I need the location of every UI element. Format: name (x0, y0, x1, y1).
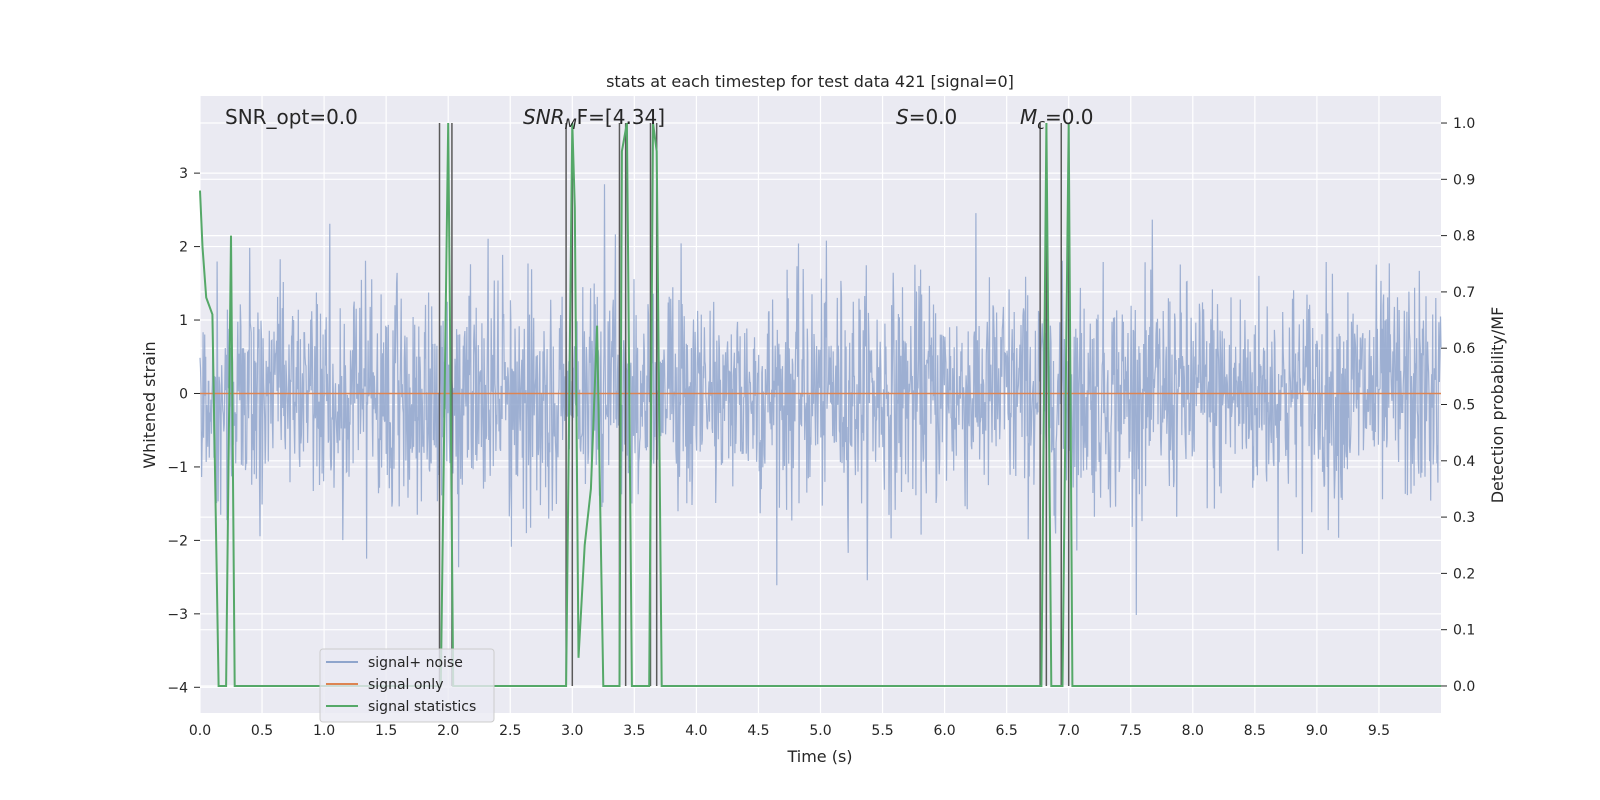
mc-value: =0.0 (1045, 105, 1094, 129)
x-tick-label: 7.5 (1120, 723, 1142, 739)
x-tick-label: 7.0 (1058, 723, 1080, 739)
y-tick-label: 0 (179, 386, 188, 402)
y2-tick-label: 0.1 (1453, 623, 1475, 639)
y-tick-label: −3 (167, 607, 188, 623)
y-axis-ticks: 3 2 1 0 −1 −2 −3 −4 (167, 166, 200, 696)
legend-label-signal-noise: signal+ noise (368, 655, 463, 671)
legend-box (319, 648, 495, 723)
y-tick-label: 1 (179, 313, 188, 329)
annotation-mc: Mc=0.0 (1020, 105, 1094, 133)
x-tick-label: 1.0 (313, 723, 335, 739)
y2-tick-label: 0.7 (1453, 285, 1475, 301)
s-value: =0.0 (909, 105, 958, 129)
x-tick-label: 4.0 (685, 723, 707, 739)
x-tick-label: 0.0 (189, 723, 211, 739)
snr-mf-subscript: M (565, 117, 577, 133)
x-tick-label: 2.5 (499, 723, 521, 739)
y2-tick-label: 0.8 (1453, 229, 1475, 245)
y2-axis-label: Detection probability/MF (1488, 307, 1507, 504)
y-tick-label: 2 (179, 240, 188, 256)
annotation-snr-mf: SNRMF=[4.34] (523, 105, 665, 133)
chart-title: stats at each timestep for test data 421… (606, 72, 1014, 91)
y2-tick-label: 0.9 (1453, 172, 1475, 188)
signal-statistics-line (199, 122, 1441, 687)
x-tick-label: 3.0 (561, 723, 583, 739)
y2-axis-ticks: 1.0 0.9 0.8 0.7 0.6 0.5 0.4 0.3 0.2 0.1 0.0 (1441, 116, 1475, 695)
x-tick-label: 6.0 (933, 723, 955, 739)
y2-tick-label: 0.2 (1453, 566, 1475, 582)
y2-tick-label: 0.0 (1453, 679, 1475, 695)
x-tick-label: 5.5 (871, 723, 893, 739)
signal-statistics-series (199, 122, 1441, 687)
x-axis-ticks: 0.0 0.5 1.0 1.5 2.0 2.5 3.0 3.5 4.0 4.5 5.0 5.5 6.0 6… (189, 723, 1390, 739)
x-tick-label: 0.5 (251, 723, 273, 739)
x-tick-label: 8.0 (1182, 723, 1204, 739)
x-axis-label: Time (s) (786, 747, 852, 766)
x-tick-label: 1.5 (375, 723, 397, 739)
y-tick-label: 3 (179, 166, 188, 182)
legend-label-signal-statistics: signal statistics (368, 699, 476, 715)
mc-symbol: M (1020, 105, 1037, 129)
y2-tick-label: 1.0 (1453, 116, 1475, 132)
legend-label-signal-only: signal only (368, 677, 443, 693)
x-tick-label: 3.5 (623, 723, 645, 739)
y2-tick-label: 0.6 (1453, 341, 1475, 357)
y2-tick-label: 0.4 (1453, 454, 1475, 470)
x-tick-label: 9.0 (1306, 723, 1328, 739)
y2-tick-label: 0.3 (1453, 510, 1475, 526)
x-tick-label: 8.5 (1244, 723, 1266, 739)
x-tick-label: 2.0 (437, 723, 459, 739)
snr-mf-value: F=[4.34] (577, 105, 665, 129)
x-tick-label: 5.0 (809, 723, 831, 739)
annotation-s: S=0.0 (896, 105, 957, 129)
y2-tick-label: 0.5 (1453, 398, 1475, 414)
snr-mf-symbol: SNR (523, 105, 565, 129)
x-tick-label: 9.5 (1368, 723, 1390, 739)
x-tick-label: 4.5 (747, 723, 769, 739)
legend: signal+ noise signal only signal statist… (319, 648, 495, 723)
mc-subscript: c (1037, 117, 1045, 133)
y-tick-label: −4 (167, 680, 188, 696)
y-tick-label: −1 (167, 460, 188, 476)
y-tick-label: −2 (167, 533, 188, 549)
annotation-snr-opt: SNR_opt=0.0 (225, 105, 358, 129)
s-symbol: S (896, 105, 909, 129)
y-axis-label: Whitened strain (140, 341, 159, 468)
x-tick-label: 6.5 (996, 723, 1018, 739)
